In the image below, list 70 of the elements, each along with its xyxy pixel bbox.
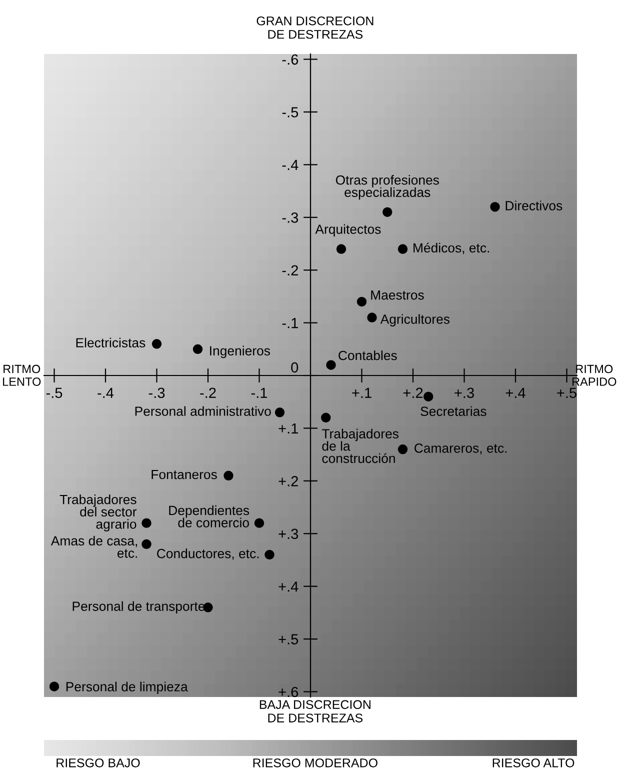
y-tick-label: +.3: [278, 528, 298, 540]
point: [326, 360, 336, 370]
y-tick-label: -.2: [282, 265, 298, 276]
y-tick-label: +.5: [278, 634, 298, 644]
y-tick-label: -.4: [282, 160, 298, 170]
y-tick-label: 0: [291, 362, 298, 373]
annotation: Electricistas: [76, 338, 146, 348]
point: [490, 202, 500, 212]
annotation: Otras profesiones especializadas: [336, 175, 439, 200]
point: [367, 312, 377, 322]
annotation: Conductores, etc.: [157, 548, 259, 560]
point: [152, 339, 162, 349]
annotation: Trabajadores de la construcción: [322, 428, 398, 464]
x-tick-label: -.2: [200, 388, 216, 398]
text: RITMO LENTO: [3, 364, 41, 386]
x-tick-label: +.1: [352, 388, 372, 398]
point: [398, 444, 408, 454]
point: [274, 408, 285, 418]
point: [321, 412, 331, 423]
point: [49, 682, 60, 692]
point: [356, 296, 367, 307]
point: [382, 207, 392, 217]
point: [192, 344, 203, 354]
annotation: Maestros: [371, 290, 424, 300]
x-tick-label: -.3: [148, 388, 165, 398]
x-tick-label: +.2: [403, 388, 423, 398]
point: [398, 244, 408, 254]
y-tick-label: -.5: [282, 107, 298, 118]
annotation: RITMO RAPIDO: [572, 364, 616, 386]
x-tick-label: -.1: [251, 388, 268, 398]
annotation: Fontaneros: [152, 470, 217, 480]
x-tick-label: +.5: [557, 388, 576, 398]
y-tick-label: -.3: [282, 212, 298, 223]
x-tick-label: -.5: [46, 388, 62, 398]
annotation: Personal administrativo: [135, 406, 271, 416]
annotation: Amas de casa, etc.: [50, 536, 137, 558]
y-tick-label: +.1: [278, 423, 298, 434]
point: [224, 470, 234, 480]
point: [203, 602, 213, 612]
y-tick-label: +.4: [278, 582, 298, 592]
point: [336, 244, 346, 254]
annotation: Personal de transporte: [72, 601, 205, 614]
annotation: Trabajadores del sector agrario: [60, 494, 137, 532]
annotation: Dependientes de comercio: [169, 505, 250, 528]
text: RIESGO MODERADO: [253, 758, 378, 768]
text: RIESGO ALTO: [492, 758, 574, 768]
annotation: Contables: [338, 350, 397, 360]
annotation: Agricultores: [380, 314, 450, 326]
x-tick-label: +.3: [454, 388, 474, 398]
annotation: Ingenieros: [210, 346, 270, 358]
y-tick-label: +.6: [278, 686, 298, 698]
annotation: Médicos, etc.: [414, 242, 489, 254]
x-tick-label: +.4: [506, 388, 526, 398]
text: GRAN DISCRECION DE DESTREZAS: [256, 16, 374, 39]
annotation: Personal de limpieza: [66, 682, 188, 694]
point: [254, 518, 264, 528]
y-tick-label: -.1: [282, 318, 298, 328]
point: [142, 539, 152, 550]
point: [142, 518, 152, 528]
text: BAJA DISCRECION DE DESTREZAS: [260, 700, 370, 722]
point: [264, 550, 274, 560]
annotation: Arquitectos: [315, 224, 381, 237]
y-tick-label: -.6: [282, 54, 298, 65]
y-tick-label: +.2: [278, 476, 298, 486]
annotation: Directivos: [506, 200, 562, 210]
x-tick-label: -.4: [98, 388, 114, 398]
point: [424, 392, 434, 402]
text: RIESGO BAJO: [56, 758, 140, 768]
annotation: Secretarias: [420, 406, 486, 416]
annotation: Camareros, etc.: [414, 443, 507, 454]
